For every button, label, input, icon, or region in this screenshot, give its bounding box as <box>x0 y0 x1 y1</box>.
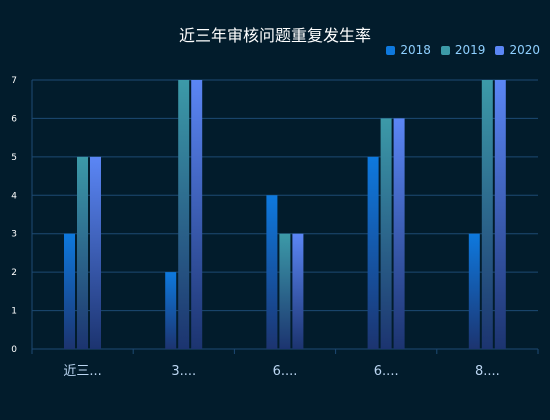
legend-label-2019: 2019 <box>454 43 486 57</box>
y-tick-label: 3 <box>11 230 17 240</box>
legend-swatch-2018 <box>386 45 396 55</box>
bar-2019-2 <box>279 233 291 349</box>
bar-2019-0 <box>77 156 88 349</box>
bar-2018-3 <box>367 156 379 349</box>
x-tick-label: 近三... <box>63 364 101 379</box>
bar-2018-1 <box>165 272 177 349</box>
x-tick-label: 6.... <box>273 364 298 379</box>
y-tick-label: 5 <box>11 153 17 163</box>
legend-item-2020[interactable]: 2020 <box>495 43 540 57</box>
legend-label-2020: 2020 <box>509 43 540 57</box>
x-tick-label: 8.... <box>475 364 500 379</box>
y-tick-label: 2 <box>11 268 17 278</box>
bar-2020-2 <box>292 233 304 349</box>
y-tick-label: 4 <box>11 191 17 201</box>
legend-item-2019[interactable]: 2019 <box>440 43 486 57</box>
legend-swatch-2020 <box>495 45 505 55</box>
bar-2019-3 <box>380 118 392 349</box>
legend: 2018 2019 2020 <box>386 43 540 57</box>
legend-swatch-2019 <box>440 45 450 55</box>
y-tick-label: 7 <box>11 76 17 86</box>
x-tick-label: 6.... <box>374 364 399 379</box>
y-tick-label: 6 <box>11 114 17 124</box>
bar-2020-4 <box>494 80 506 349</box>
chart-title: 近三年审核问题重复发生率 <box>178 26 371 45</box>
y-tick-label: 0 <box>11 345 17 355</box>
bar-2020-0 <box>90 156 101 349</box>
bar-2019-1 <box>178 80 190 349</box>
bar-2020-1 <box>191 80 203 349</box>
x-tick-label: 3.... <box>171 364 196 379</box>
bar-2018-2 <box>266 195 278 349</box>
legend-item-2018[interactable]: 2018 <box>386 43 431 57</box>
bar-2019-4 <box>481 80 493 349</box>
y-tick-label: 1 <box>11 307 17 317</box>
bar-2018-4 <box>468 233 480 349</box>
bar-2020-3 <box>393 118 405 349</box>
bar-2018-0 <box>64 233 75 349</box>
legend-label-2018: 2018 <box>400 43 431 57</box>
